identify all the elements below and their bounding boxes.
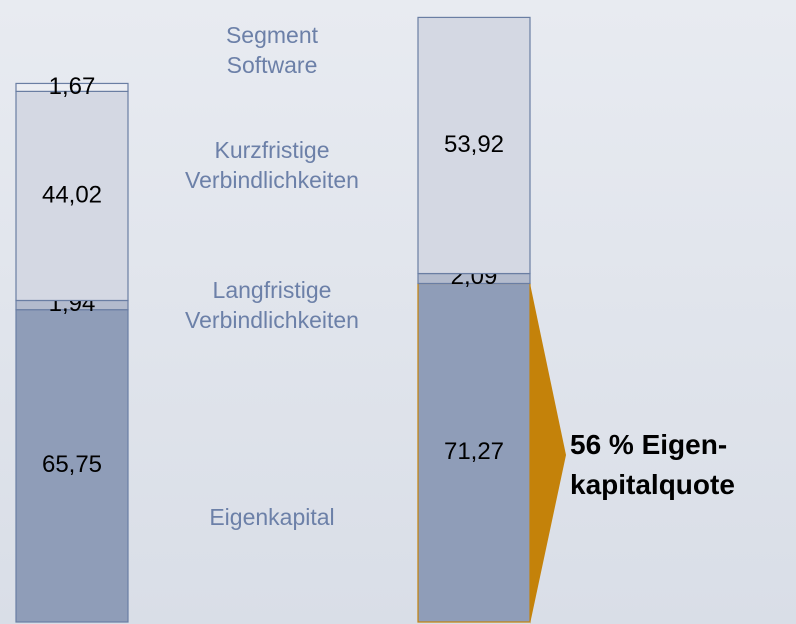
- legend-label: Segment Software: [225, 22, 319, 78]
- bar-segment: [15, 90, 129, 302]
- value-label: 65,75: [42, 451, 102, 478]
- value-label: 44,02: [42, 181, 102, 208]
- bar-segment: [15, 309, 129, 623]
- annotation-line: kapitalquote: [570, 469, 735, 500]
- bar-segment: [417, 16, 531, 275]
- annotation-line: 56 % Eigen-: [570, 429, 728, 460]
- legend-label: Langfristige Verbindlichkeiten: [185, 277, 359, 333]
- annotation: 56 % Eigen- kapitalquote: [570, 425, 735, 505]
- bar-segment: [417, 282, 531, 623]
- value-label: 53,92: [444, 131, 504, 158]
- legend-label: Eigenkapital: [209, 504, 335, 530]
- annotation-arrow: [530, 283, 566, 624]
- value-label: 1,67: [49, 73, 96, 100]
- bar-segment: [15, 82, 129, 92]
- legend-label: Kurzfristige Verbindlichkeiten: [185, 137, 359, 193]
- value-label: 71,27: [444, 438, 504, 465]
